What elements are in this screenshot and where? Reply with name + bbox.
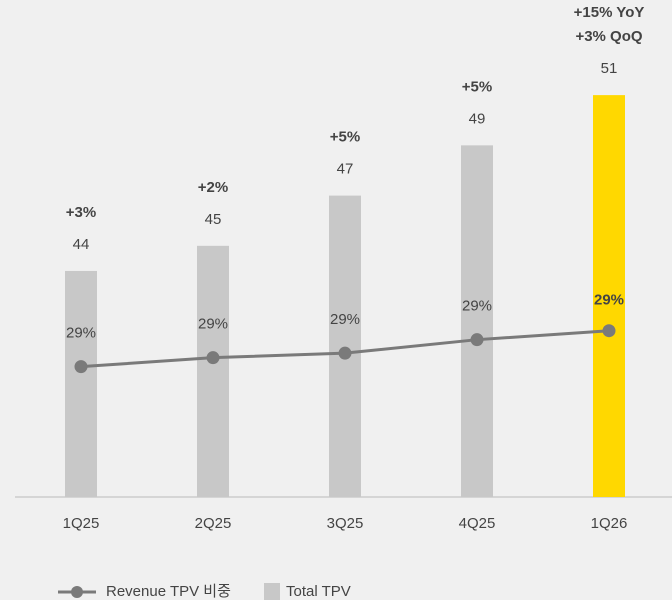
growth-label: +5% <box>330 129 360 146</box>
yoy-label: +15% YoY <box>574 4 645 21</box>
growth-label: +2% <box>198 179 228 196</box>
line-value-label: 29% <box>198 316 228 333</box>
value-label: 47 <box>337 161 354 178</box>
line-point <box>206 351 220 365</box>
growth-label: +5% <box>462 78 492 95</box>
bar <box>461 145 493 497</box>
line-value-label: 29% <box>594 292 624 309</box>
bar <box>197 245 229 497</box>
value-label: 44 <box>73 236 90 253</box>
line-point <box>470 333 484 347</box>
x-tick-label: 2Q25 <box>195 515 232 532</box>
bar <box>593 95 625 497</box>
legend-marker <box>71 586 83 598</box>
growth-label: +3% QoQ <box>575 28 642 45</box>
value-label: 51 <box>601 60 618 77</box>
line-value-label: 29% <box>330 311 360 328</box>
legend-swatch <box>264 583 280 600</box>
value-label: 45 <box>205 211 222 228</box>
x-tick-label: 4Q25 <box>459 515 496 532</box>
bar <box>65 270 97 497</box>
growth-label: +3% <box>66 204 96 221</box>
bar <box>329 195 361 497</box>
x-tick-label: 1Q26 <box>591 515 628 532</box>
line-point <box>338 346 352 360</box>
value-label: 49 <box>469 110 486 127</box>
legend-label: Total TPV <box>286 583 351 600</box>
x-tick-label: 1Q25 <box>63 515 100 532</box>
line-value-label: 29% <box>462 298 492 315</box>
line-point <box>602 324 616 338</box>
line-point <box>74 360 88 374</box>
line-value-label: 29% <box>66 325 96 342</box>
x-tick-label: 3Q25 <box>327 515 364 532</box>
legend-label: Revenue TPV 비중 <box>106 583 231 600</box>
